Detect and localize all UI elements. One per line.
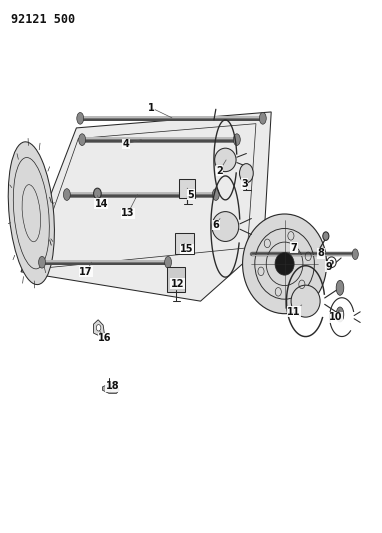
Ellipse shape <box>240 164 253 183</box>
Ellipse shape <box>96 325 101 331</box>
Ellipse shape <box>327 257 336 268</box>
FancyBboxPatch shape <box>167 266 185 292</box>
Ellipse shape <box>212 212 239 241</box>
Ellipse shape <box>323 232 329 240</box>
Ellipse shape <box>352 249 358 260</box>
Ellipse shape <box>330 260 333 264</box>
Ellipse shape <box>165 256 172 268</box>
Ellipse shape <box>259 112 266 124</box>
Text: 3: 3 <box>241 179 248 189</box>
Text: 5: 5 <box>188 190 194 199</box>
Polygon shape <box>94 320 104 336</box>
Text: 1: 1 <box>147 103 154 112</box>
Ellipse shape <box>79 134 86 146</box>
Text: 11: 11 <box>287 307 301 317</box>
Ellipse shape <box>336 307 344 322</box>
FancyBboxPatch shape <box>179 179 195 198</box>
Text: 17: 17 <box>79 267 93 277</box>
Ellipse shape <box>39 256 45 268</box>
Text: 9: 9 <box>325 262 332 271</box>
Polygon shape <box>102 384 119 393</box>
Ellipse shape <box>336 280 344 295</box>
Ellipse shape <box>275 253 294 275</box>
Text: 10: 10 <box>329 312 343 322</box>
Polygon shape <box>21 112 271 301</box>
Text: 16: 16 <box>98 334 112 343</box>
Text: 92121 500: 92121 500 <box>11 13 76 26</box>
Text: 8: 8 <box>317 248 324 258</box>
Ellipse shape <box>77 112 84 124</box>
Text: 7: 7 <box>291 243 298 253</box>
Ellipse shape <box>94 188 101 199</box>
Ellipse shape <box>63 189 70 200</box>
Text: 2: 2 <box>216 166 223 175</box>
Ellipse shape <box>215 148 236 172</box>
Ellipse shape <box>212 189 219 200</box>
Text: 14: 14 <box>94 199 108 208</box>
Ellipse shape <box>8 142 54 285</box>
Text: 6: 6 <box>212 220 219 230</box>
Text: 4: 4 <box>123 139 129 149</box>
Text: 15: 15 <box>180 244 194 254</box>
Ellipse shape <box>291 285 320 317</box>
FancyBboxPatch shape <box>175 233 194 254</box>
Text: 18: 18 <box>106 382 120 391</box>
Ellipse shape <box>233 134 240 146</box>
Ellipse shape <box>243 214 327 313</box>
Text: 12: 12 <box>171 279 185 288</box>
Text: 13: 13 <box>121 208 135 218</box>
